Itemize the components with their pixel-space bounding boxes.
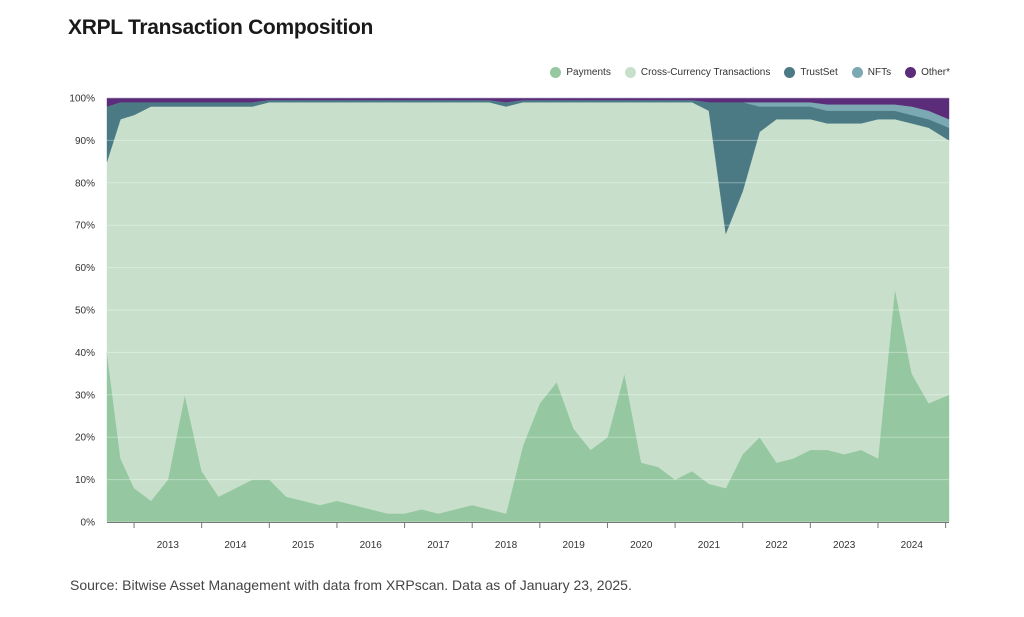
legend-label-payments: Payments xyxy=(566,67,611,78)
x-tick-label: 2021 xyxy=(698,540,721,551)
y-tick-label: 90% xyxy=(75,136,95,147)
chart-legend: Payments Cross-Currency Transactions Tru… xyxy=(550,67,950,78)
y-tick-label: 40% xyxy=(75,348,95,359)
legend-item-trustset: TrustSet xyxy=(784,67,838,78)
x-tick-label: 2022 xyxy=(765,540,788,551)
legend-label-cross-currency: Cross-Currency Transactions xyxy=(640,67,771,78)
x-tick-label: 2024 xyxy=(901,540,924,551)
legend-label-other: Other* xyxy=(921,67,950,78)
x-tick-label: 2015 xyxy=(292,540,315,551)
x-axis: 2013 2014 2015 2016 2017 2018 2019 2020 2021 2022… xyxy=(107,522,949,551)
x-tick-label: 2016 xyxy=(360,540,383,551)
area-other xyxy=(106,97,950,120)
legend-swatch-nfts xyxy=(851,67,863,78)
legend-item-nfts: NFTs xyxy=(851,67,892,78)
source-note: Source: Bitwise Asset Management with da… xyxy=(70,577,632,593)
y-tick-label: 20% xyxy=(75,433,95,444)
y-tick-label: 100% xyxy=(69,94,95,105)
legend-item-cross-currency: Cross-Currency Transactions xyxy=(624,67,771,78)
x-tick-label: 2019 xyxy=(563,540,586,551)
legend-swatch-cross-currency xyxy=(624,67,636,78)
chart-title: XRPL Transaction Composition xyxy=(68,16,374,39)
legend-swatch-trustset xyxy=(784,67,796,78)
y-tick-label: 60% xyxy=(75,263,95,274)
y-tick-label: 80% xyxy=(75,178,95,189)
legend-label-nfts: NFTs xyxy=(867,67,892,78)
y-tick-label: 30% xyxy=(75,390,95,401)
x-tick-label: 2014 xyxy=(224,540,247,551)
x-tick-label: 2023 xyxy=(833,540,856,551)
x-tick-label: 2017 xyxy=(427,540,450,551)
x-tick-label: 2013 xyxy=(157,540,180,551)
y-axis: 0% 10% 20% 30% 40% 50% 60% 70% 80% 90% 100% xyxy=(69,94,95,529)
y-tick-label: 10% xyxy=(75,475,95,486)
x-tick-label: 2018 xyxy=(495,540,518,551)
y-tick-label: 50% xyxy=(75,306,95,317)
y-tick-label: 0% xyxy=(81,518,96,529)
y-tick-label: 70% xyxy=(75,221,95,232)
area-series-group xyxy=(106,97,950,523)
legend-item-payments: Payments xyxy=(550,67,611,78)
legend-item-other: Other* xyxy=(905,67,950,78)
legend-label-trustset: TrustSet xyxy=(800,67,838,78)
x-tick-label: 2020 xyxy=(630,540,653,551)
legend-swatch-other xyxy=(905,67,917,78)
legend-swatch-payments xyxy=(550,67,562,78)
